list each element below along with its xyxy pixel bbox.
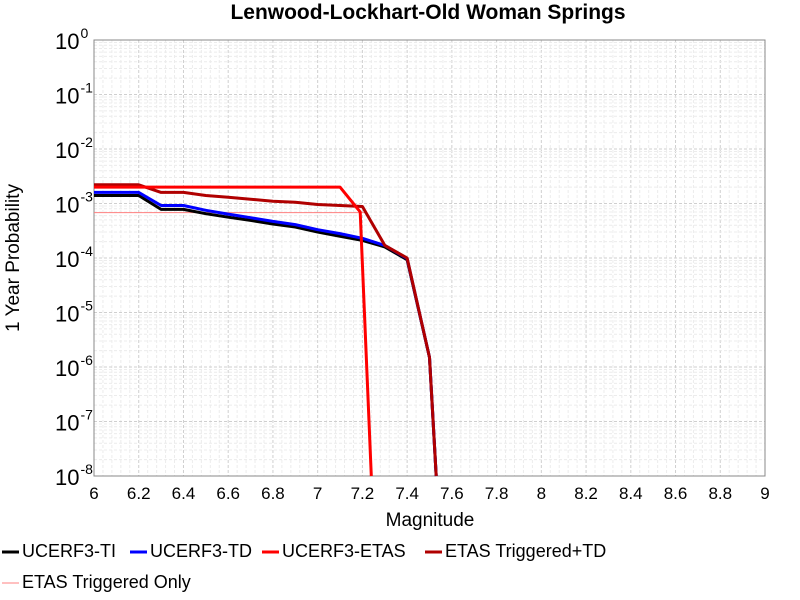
y-tick-label: 10-4: [55, 243, 93, 272]
y-tick-label: 10-1: [55, 80, 93, 109]
x-tick-label: 7.8: [485, 484, 509, 503]
y-tick-label: 100: [55, 25, 88, 54]
x-tick-label: 8.8: [708, 484, 732, 503]
grid-lines: [93, 40, 765, 477]
legend-label: UCERF3-TD: [150, 541, 252, 561]
x-tick-label: 7.2: [351, 484, 375, 503]
legend-label: ETAS Triggered+TD: [445, 541, 606, 561]
x-tick-label: 7: [313, 484, 322, 503]
y-tick-labels: 100 10-1 10-2 10-3 10-4 10-5 10-6 10-7 10-8: [55, 25, 93, 490]
y-tick-label: 10-3: [55, 189, 93, 218]
x-tick-label: 9: [760, 484, 769, 503]
legend-label: UCERF3-ETAS: [282, 541, 406, 561]
x-tick-label: 8: [537, 484, 546, 503]
y-axis-label: 1 Year Probability: [3, 184, 24, 332]
y-tick-label: 10-2: [55, 134, 93, 163]
y-tick-label: 10-7: [55, 407, 93, 436]
x-tick-label: 8.2: [574, 484, 598, 503]
x-tick-label: 7.4: [395, 484, 419, 503]
y-tick-label: 10-5: [55, 298, 93, 327]
x-axis-label: Magnitude: [386, 510, 475, 531]
x-tick-label: 7.6: [440, 484, 464, 503]
y-tick-label: 10-6: [55, 352, 93, 381]
legend-label: ETAS Triggered Only: [22, 572, 191, 592]
y-tick-label: 10-8: [55, 461, 93, 490]
plot-area: [93, 39, 766, 477]
legend: UCERF3-TI UCERF3-TD UCERF3-ETAS ETAS Trigge…: [2, 541, 606, 592]
series-line-etas-triggered-td: [94, 183, 438, 477]
series-lines: [94, 183, 438, 477]
x-tick-label: 6.6: [216, 484, 240, 503]
series-line-ucerf3-etas: [94, 185, 373, 477]
x-tick-label: 6.4: [172, 484, 196, 503]
chart-title: Lenwood-Lockhart-Old Woman Springs: [230, 1, 625, 24]
x-tick-label: 8.4: [619, 484, 643, 503]
x-tick-label: 6.8: [261, 484, 285, 503]
legend-label: UCERF3-TI: [22, 541, 116, 561]
x-tick-labels: 6 6.2 6.4 6.6 6.8 7 7.2 7.4 7.6 7.8 8 8.2 8.4 8.6 8.8 9: [89, 484, 769, 503]
x-tick-label: 6.2: [127, 484, 151, 503]
x-tick-label: 6: [89, 484, 98, 503]
x-tick-label: 8.6: [664, 484, 688, 503]
